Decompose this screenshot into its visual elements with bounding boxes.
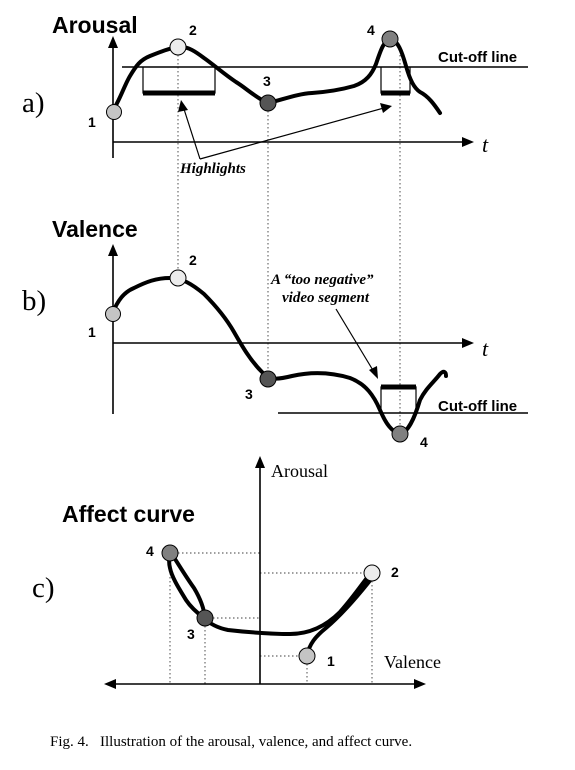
panel-a-cutoff-label: Cut-off line bbox=[438, 49, 517, 66]
valence-point-1-label: 1 bbox=[88, 324, 96, 340]
panel-a-y-arrowhead bbox=[108, 36, 118, 48]
panel-c-title: Affect curve bbox=[62, 501, 195, 527]
arousal-point-4 bbox=[381, 30, 399, 48]
arousal-curve bbox=[110, 37, 442, 115]
affect-point-3 bbox=[196, 609, 214, 627]
panel-c-arousal-arrowhead bbox=[255, 456, 265, 468]
arousal-point-4-label: 4 bbox=[367, 22, 375, 38]
affect-curve bbox=[167, 551, 374, 658]
valence-point-3-label: 3 bbox=[245, 386, 253, 402]
valence-point-2 bbox=[169, 269, 187, 287]
arousal-point-3 bbox=[259, 94, 277, 112]
highlight-bracket-1 bbox=[142, 67, 216, 94]
arousal-point-2 bbox=[169, 38, 187, 56]
panel-b-t-arrowhead bbox=[462, 338, 474, 348]
valence-point-3 bbox=[259, 370, 277, 388]
too-negative-arrow bbox=[335, 308, 375, 373]
arousal-point-1 bbox=[106, 104, 122, 120]
panel-a: Arousal a) t Cut-off line Highlights 1 2… bbox=[22, 12, 528, 177]
panel-c: Affect curve c) Arousal Valence 1 2 bbox=[32, 456, 441, 689]
affect-point-4 bbox=[161, 544, 179, 562]
panel-a-t-label: t bbox=[482, 132, 489, 157]
highlights-label: Highlights bbox=[179, 161, 246, 177]
guide-lines bbox=[177, 47, 401, 428]
arousal-point-3-label: 3 bbox=[263, 73, 271, 89]
panel-b: Valence b) t Cut-off line A “too negativ… bbox=[22, 216, 528, 450]
too-negative-label-line1: A “too negative” bbox=[270, 272, 374, 288]
too-negative-arrowhead bbox=[369, 366, 378, 379]
affect-point-1 bbox=[298, 647, 316, 665]
panel-b-tag: b) bbox=[22, 285, 46, 317]
panel-b-y-arrowhead bbox=[108, 244, 118, 256]
panel-c-valence-arrowhead-right bbox=[414, 679, 426, 689]
panel-a-t-arrowhead bbox=[462, 137, 474, 147]
arousal-point-2-label: 2 bbox=[189, 22, 197, 38]
valence-point-4-label: 4 bbox=[420, 434, 428, 450]
panel-c-arousal-label: Arousal bbox=[271, 461, 328, 481]
panel-b-title: Valence bbox=[52, 216, 138, 242]
valence-point-2-label: 2 bbox=[189, 252, 197, 268]
highlights-arrowhead-1 bbox=[178, 100, 188, 112]
too-negative-bracket bbox=[380, 386, 417, 413]
valence-curve bbox=[110, 276, 448, 436]
valence-point-4 bbox=[391, 425, 409, 443]
figure-caption: Fig. 4. Illustration of the arousal, val… bbox=[50, 734, 412, 750]
panel-c-valence-arrowhead-left bbox=[104, 679, 116, 689]
panel-c-valence-label: Valence bbox=[384, 652, 441, 672]
panel-b-t-label: t bbox=[482, 336, 489, 361]
panel-a-title: Arousal bbox=[52, 12, 138, 38]
highlights-arrow-2 bbox=[199, 107, 385, 160]
arousal-point-1-label: 1 bbox=[88, 114, 96, 130]
affect-point-2 bbox=[363, 564, 381, 582]
panel-b-cutoff-label: Cut-off line bbox=[438, 398, 517, 415]
affect-point-1-label: 1 bbox=[327, 653, 335, 669]
affect-point-2-label: 2 bbox=[391, 564, 399, 580]
valence-point-1 bbox=[105, 306, 121, 322]
affect-point-3-label: 3 bbox=[187, 626, 195, 642]
highlights-arrow-1 bbox=[182, 105, 201, 160]
panel-a-tag: a) bbox=[22, 87, 45, 119]
affect-point-4-label: 4 bbox=[146, 543, 154, 559]
too-negative-label-line2: video segment bbox=[282, 290, 370, 306]
highlights-arrowhead-2 bbox=[380, 103, 392, 113]
panel-c-tag: c) bbox=[32, 572, 55, 604]
